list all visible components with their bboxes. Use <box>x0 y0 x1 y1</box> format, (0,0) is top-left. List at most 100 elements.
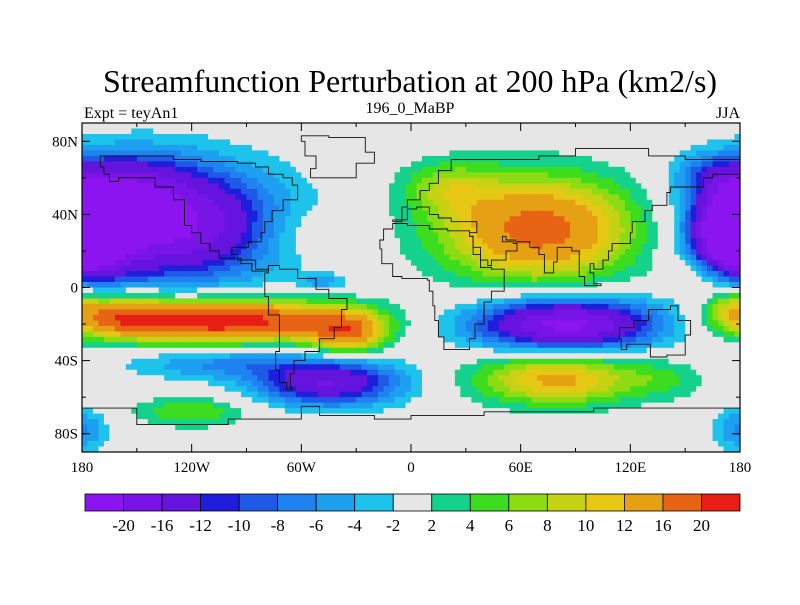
heatmap-cell <box>251 314 259 321</box>
heatmap-cell <box>92 292 100 300</box>
heatmap-cell <box>350 144 357 152</box>
heatmap-cell <box>668 133 675 141</box>
heatmap-cell <box>290 205 297 212</box>
heatmap-cell <box>416 205 423 212</box>
heatmap-cell <box>591 199 599 206</box>
heatmap-cell <box>635 227 642 234</box>
heatmap-cell <box>197 314 204 321</box>
heatmap-cell <box>570 282 577 289</box>
heatmap-cell <box>493 172 500 179</box>
heatmap-cell <box>553 205 560 212</box>
heatmap-cell <box>674 309 681 316</box>
heatmap-cell <box>361 298 368 305</box>
heatmap-cell <box>723 232 730 239</box>
heatmap-cell <box>312 128 319 135</box>
heatmap-cell <box>241 232 248 239</box>
heatmap-cell <box>674 161 681 168</box>
heatmap-cell <box>515 194 522 201</box>
heatmap-cell <box>449 292 456 300</box>
heatmap-cell <box>509 161 516 168</box>
heatmap-cell <box>619 139 626 146</box>
heatmap-cell <box>646 238 653 245</box>
heatmap-cell <box>602 177 609 184</box>
heatmap-cell <box>476 155 483 162</box>
heatmap-cell <box>350 347 357 354</box>
heatmap-cell <box>690 282 697 289</box>
heatmap-cell <box>400 238 407 245</box>
heatmap-cell <box>559 298 566 305</box>
heatmap-cell <box>613 139 620 146</box>
heatmap-cell <box>701 331 708 338</box>
heatmap-cell <box>114 265 121 272</box>
heatmap-cell <box>284 232 291 239</box>
heatmap-cell <box>591 166 599 173</box>
heatmap-cell <box>520 150 527 157</box>
heatmap-cell <box>591 331 599 338</box>
heatmap-cell <box>114 177 121 184</box>
heatmap-cell <box>432 232 440 239</box>
heatmap-cell <box>279 331 286 338</box>
heatmap-cell <box>646 139 653 146</box>
heatmap-cell <box>542 166 549 173</box>
heatmap-cell <box>734 238 740 245</box>
heatmap-cell <box>471 265 478 272</box>
heatmap-cell <box>323 199 330 206</box>
heatmap-cell <box>542 177 549 184</box>
heatmap-cell <box>98 205 105 212</box>
heatmap-cell <box>125 282 132 289</box>
heatmap-cell <box>82 276 89 283</box>
heatmap-cell <box>498 194 505 201</box>
heatmap-cell <box>729 216 736 223</box>
heatmap-cell <box>482 166 489 173</box>
heatmap-cell <box>400 128 407 135</box>
heatmap-cell <box>114 188 121 195</box>
heatmap-cell <box>230 161 237 168</box>
heatmap-cell <box>197 303 204 311</box>
heatmap-cell <box>246 194 253 201</box>
heatmap-cell <box>421 271 429 278</box>
heatmap-cell <box>696 336 703 343</box>
heatmap-cell <box>246 276 253 283</box>
heatmap-cell <box>103 227 111 234</box>
heatmap-cell <box>295 133 302 141</box>
heatmap-cell <box>657 216 664 223</box>
heatmap-cell <box>449 227 456 234</box>
heatmap-cell <box>235 216 242 223</box>
heatmap-cell <box>213 166 220 173</box>
heatmap-cell <box>235 347 242 354</box>
heatmap-cell <box>531 123 538 130</box>
heatmap-cell <box>575 210 582 217</box>
heatmap-cell <box>147 161 154 168</box>
heatmap-cell <box>279 150 286 157</box>
heatmap-cell <box>504 249 511 256</box>
heatmap-cell <box>208 183 215 190</box>
heatmap-cell <box>169 133 176 141</box>
heatmap-cell <box>142 265 149 272</box>
heatmap-cell <box>142 282 149 289</box>
heatmap-cell <box>641 205 648 212</box>
heatmap-cell <box>432 216 440 223</box>
heatmap-cell <box>663 150 670 157</box>
heatmap-cell <box>367 155 374 162</box>
heatmap-cell <box>520 123 527 130</box>
heatmap-cell <box>328 177 335 184</box>
heatmap-cell <box>290 161 297 168</box>
heatmap-cell <box>268 254 275 261</box>
heatmap-cell <box>98 188 105 195</box>
heatmap-cell <box>482 172 489 179</box>
heatmap-cell <box>213 238 220 245</box>
heatmap-cell <box>570 265 577 272</box>
heatmap-cell <box>411 303 418 311</box>
heatmap-cell <box>454 227 461 234</box>
heatmap-cell <box>537 216 544 223</box>
heatmap-cell <box>306 199 313 206</box>
heatmap-cell <box>383 309 390 316</box>
heatmap-cell <box>608 298 615 305</box>
heatmap-cell <box>219 199 226 206</box>
heatmap-cell <box>630 123 637 130</box>
heatmap-cell <box>487 227 494 234</box>
heatmap-cell <box>411 298 418 305</box>
heatmap-cell <box>465 238 472 245</box>
heatmap-cell <box>504 133 511 141</box>
heatmap-cell <box>334 342 341 349</box>
